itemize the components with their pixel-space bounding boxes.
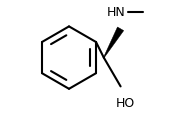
Polygon shape bbox=[103, 27, 124, 58]
Text: HO: HO bbox=[116, 97, 135, 110]
Text: HN: HN bbox=[106, 6, 125, 18]
